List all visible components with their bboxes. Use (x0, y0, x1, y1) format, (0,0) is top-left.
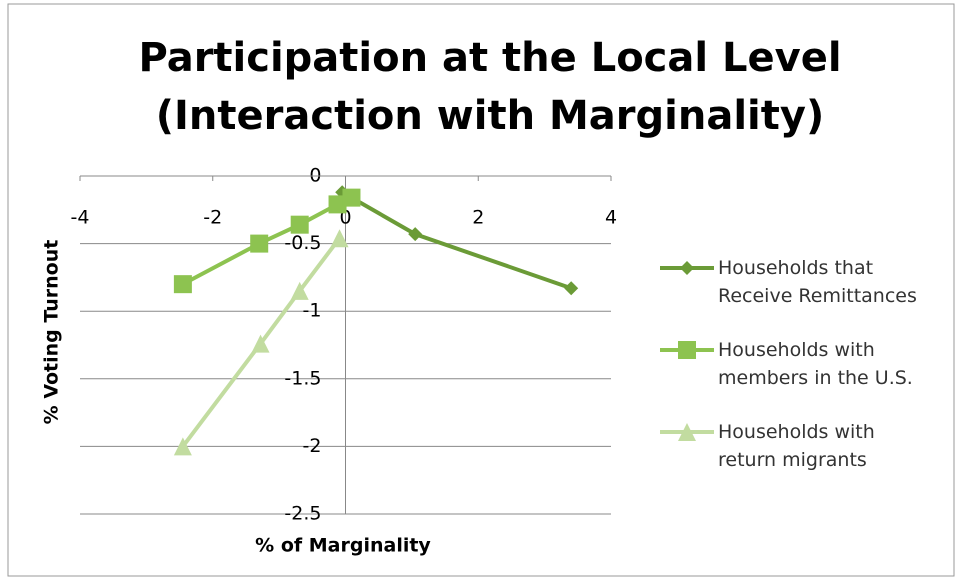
data-point (290, 281, 309, 300)
chart-frame (7, 3, 955, 577)
y-tick-label: -0.5 (284, 232, 321, 254)
series-line (181, 236, 342, 448)
legend-label: Households with members in the U.S. (718, 339, 913, 389)
y-tick-label: -2 (303, 435, 322, 457)
y-tick-label: -1 (303, 300, 322, 322)
chart-title: Participation at the Local Level (138, 35, 841, 81)
legend-marker (678, 423, 696, 441)
x-tick-label: -2 (203, 207, 222, 229)
data-point (408, 227, 423, 242)
legend-marker (680, 261, 694, 275)
legend-marker (678, 341, 696, 359)
x-tick-label: 4 (605, 207, 617, 229)
legend-label: Households with return migrants (718, 421, 875, 471)
y-tick-label: -1.5 (284, 367, 321, 389)
data-point (251, 334, 270, 353)
data-point (290, 215, 309, 234)
chart-title: (Interaction with Marginality) (156, 93, 824, 139)
data-point (173, 437, 192, 456)
x-tick-label: -4 (71, 207, 90, 229)
data-point (342, 188, 361, 207)
data-point (564, 281, 579, 296)
y-axis-label: % Voting Turnout (41, 240, 63, 425)
x-tick-label: 2 (472, 207, 484, 229)
y-tick-label: -2.5 (284, 503, 321, 525)
data-point (173, 275, 192, 294)
legend-label: Households that Receive Remittances (718, 257, 917, 307)
x-axis-label: % of Marginality (255, 535, 431, 557)
data-point (328, 195, 347, 214)
data-point (250, 234, 269, 253)
data-point (330, 229, 349, 248)
